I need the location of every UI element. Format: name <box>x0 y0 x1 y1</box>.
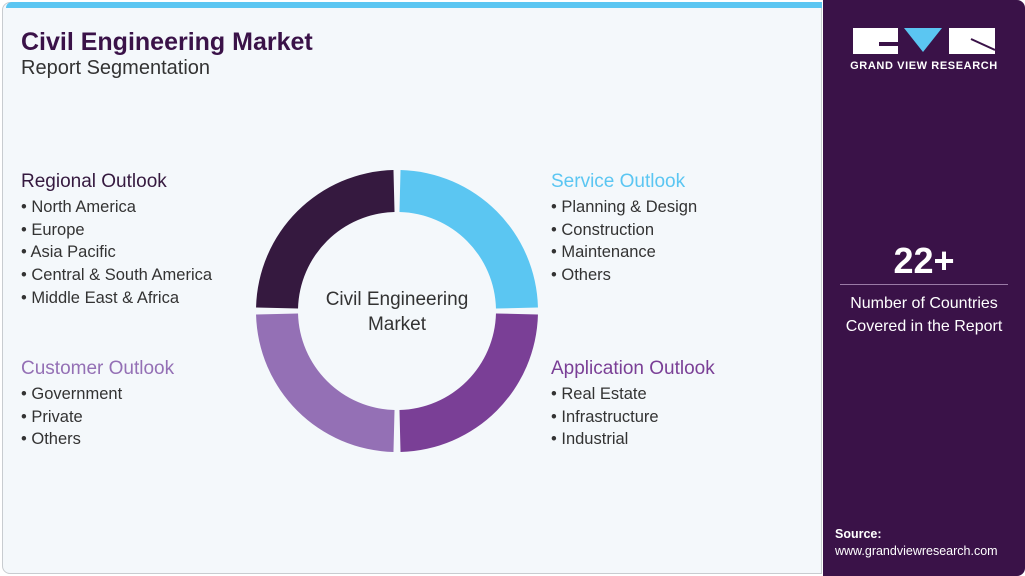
group-title: Regional Outlook <box>21 171 167 192</box>
application-outlook: Application Outlook Real EstateInfrastru… <box>551 358 715 451</box>
list-item: Infrastructure <box>551 406 715 429</box>
list-item: Government <box>21 383 174 406</box>
list-item: Industrial <box>551 428 715 451</box>
group-title: Customer Outlook <box>21 358 175 379</box>
country-count: 22+ <box>893 240 955 281</box>
list-item: Planning & Design <box>551 196 697 219</box>
group-title: Application Outlook <box>551 358 715 379</box>
donut-center-label: Civil Engineering Market <box>325 289 469 335</box>
list-item: Others <box>551 264 697 287</box>
grand-view-research-logo <box>853 28 995 54</box>
source-link[interactable]: www.grandviewresearch.com <box>835 544 998 558</box>
group-title: Service Outlook <box>551 171 686 192</box>
regional-outlook: Regional Outlook North AmericaEuropeAsia… <box>21 171 212 310</box>
list-item: Asia Pacific <box>21 241 212 264</box>
source-label: Source: <box>835 527 882 541</box>
list-item: Europe <box>21 219 212 242</box>
page-title: Civil Engineering Market <box>21 28 313 56</box>
list-item: Maintenance <box>551 241 697 264</box>
divider <box>840 284 1008 285</box>
list-item: Real Estate <box>551 383 715 406</box>
donut-segment-application <box>399 313 538 452</box>
logo-text: GRAND VIEW RESEARCH <box>850 60 998 72</box>
top-accent-bar <box>6 2 822 8</box>
country-count-label: Number of Countries Covered in the Repor… <box>845 295 1003 335</box>
donut-segment-customer <box>256 313 395 452</box>
list-item: Construction <box>551 219 697 242</box>
service-outlook: Service Outlook Planning & DesignConstru… <box>551 171 697 287</box>
list-item: Private <box>21 406 174 429</box>
customer-outlook: Customer Outlook GovernmentPrivateOthers <box>21 358 174 451</box>
list-item: Middle East & Africa <box>21 287 212 310</box>
source-note: Source: www.grandviewresearch.com <box>835 526 998 560</box>
list-item: North America <box>21 196 212 219</box>
donut-segment-regional <box>256 170 395 309</box>
page-subtitle: Report Segmentation <box>21 57 211 79</box>
list-item: Others <box>21 428 174 451</box>
sidebar <box>823 0 1025 576</box>
donut-segment-service <box>399 170 538 309</box>
list-item: Central & South America <box>21 264 212 287</box>
